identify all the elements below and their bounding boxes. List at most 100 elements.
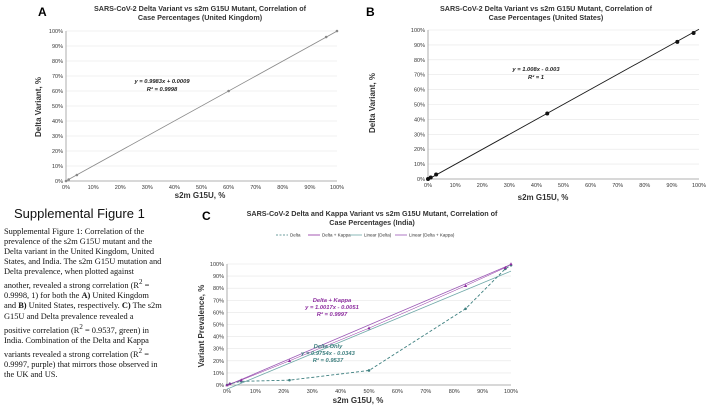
x-tick-label: 100% — [692, 183, 706, 189]
y-axis-label: Variant Prevalence, % — [197, 285, 206, 368]
y-tick-label: 40% — [213, 335, 224, 341]
trendline-delta — [226, 270, 512, 390]
trendline — [427, 28, 700, 180]
legend: Delta Delta + Kappa Linear (Delta) Linea… — [276, 233, 455, 238]
y-tick-label: 20% — [414, 147, 425, 153]
data-point — [545, 111, 550, 116]
x-tick-label: 60% — [223, 185, 234, 191]
annotation-delta-kappa-equation: y = 1.0017x - 0.0051 — [304, 305, 359, 311]
annotation-delta-kappa-r2: R² = 0.9997 — [317, 311, 348, 318]
x-tick-label: 70% — [420, 389, 431, 395]
chart-title-line2: Case Percentages (United Kingdom) — [138, 13, 263, 22]
x-tick-label: 60% — [585, 183, 596, 189]
y-tick-label: 60% — [52, 89, 63, 95]
y-tick-label: 40% — [52, 119, 63, 125]
x-axis-label: s2m G15U, % — [518, 193, 569, 202]
y-tick-label: 30% — [414, 132, 425, 138]
x-tick-label: 0% — [223, 389, 231, 395]
x-tick-label: 50% — [363, 389, 374, 395]
x-tick-label: 70% — [250, 185, 261, 191]
y-tick-label: 80% — [213, 286, 224, 292]
x-tick-label: 70% — [612, 183, 623, 189]
data-point — [67, 178, 71, 181]
supplemental-caption: Supplemental Figure 1: Correlation of th… — [4, 227, 162, 380]
y-tick-label: 50% — [52, 104, 63, 110]
data-point — [335, 29, 339, 33]
chart-title-line1: SARS-CoV-2 Delta and Kappa Variant vs s2… — [247, 209, 498, 218]
x-tick-label: 80% — [639, 183, 650, 189]
x-tick-label: 0% — [424, 183, 432, 189]
x-tick-label: 20% — [278, 389, 289, 395]
x-tick-label: 20% — [477, 183, 488, 189]
x-tick-label: 10% — [250, 389, 261, 395]
caption-text: = 0.9997, purple) that mirrors those obs… — [4, 349, 158, 379]
chart-uk: A SARS-CoV-2 Delta Variant vs s2m G15U M… — [34, 4, 344, 200]
x-tick-label: 10% — [450, 183, 461, 189]
x-tick-label: 100% — [504, 389, 518, 395]
y-tick-label: 100% — [411, 28, 425, 34]
x-axis-label: s2m G15U, % — [175, 191, 226, 200]
y-tick-label: 50% — [414, 103, 425, 109]
chart-india: C SARS-CoV-2 Delta and Kappa Variant vs … — [197, 209, 518, 405]
data-point — [75, 173, 79, 177]
y-tick-label: 70% — [213, 298, 224, 304]
y-tick-label: 60% — [414, 88, 425, 94]
x-tick-label: 50% — [558, 183, 569, 189]
y-axis-label: Delta Variant, % — [368, 73, 377, 133]
panel-letter-b: B — [366, 5, 375, 19]
x-tick-label: 80% — [277, 185, 288, 191]
legend-linear-delta: Linear (Delta) — [364, 233, 392, 238]
x-tick-label: 40% — [531, 183, 542, 189]
trendline — [65, 30, 338, 182]
y-tick-label: 90% — [52, 44, 63, 50]
y-tick-label: 20% — [213, 359, 224, 365]
data-point-delta-kappa — [225, 383, 229, 387]
caption-superscript: 2 — [79, 322, 83, 331]
data-point-delta — [464, 307, 467, 311]
y-tick-label: 10% — [52, 164, 63, 170]
data-point — [434, 172, 439, 177]
annotation-delta-title: Delta Only — [314, 344, 343, 350]
y-tick-label: 90% — [213, 274, 224, 280]
x-tick-label: 50% — [196, 185, 207, 191]
chart-title-line1: SARS-CoV-2 Delta Variant vs s2m G15U Mut… — [94, 4, 307, 13]
x-tick-label: 80% — [449, 389, 460, 395]
data-point — [324, 35, 328, 39]
data-point — [691, 30, 696, 35]
annotation-delta-kappa-title: Delta + Kappa — [313, 298, 352, 304]
annotation-delta-equation: y = 0.9754x - 0.0343 — [300, 351, 355, 357]
y-tick-label: 20% — [52, 149, 63, 155]
chart-title-line2: Case Percentages (India) — [329, 218, 415, 227]
x-tick-label: 30% — [142, 185, 153, 191]
data-point — [428, 175, 433, 180]
x-tick-label: 30% — [307, 389, 318, 395]
x-tick-label: 60% — [392, 389, 403, 395]
y-tick-label: 0% — [216, 383, 224, 389]
y-axis-label: Delta Variant, % — [34, 77, 43, 137]
y-tick-label: 100% — [49, 29, 63, 35]
data-point-delta-kappa — [367, 326, 371, 330]
caption-superscript: 2 — [139, 278, 143, 287]
trendline-r2: R² = 1 — [528, 74, 544, 81]
x-tick-label: 40% — [335, 389, 346, 395]
y-tick-label: 0% — [55, 179, 63, 185]
data-point-delta-kappa — [239, 378, 243, 382]
data-point — [675, 39, 680, 44]
chart-title-line1: SARS-CoV-2 Delta Variant vs s2m G15U Mut… — [440, 4, 653, 13]
data-point-delta-kappa — [287, 359, 292, 362]
y-tick-label: 80% — [414, 58, 425, 64]
caption-text: = 0.9537, green) in India. Combination o… — [4, 325, 149, 359]
legend-delta-kappa: Delta + Kappa — [322, 233, 351, 238]
caption-panel-ref-c: C) — [121, 301, 131, 311]
panel-letter-c: C — [202, 209, 211, 223]
y-tick-label: 10% — [414, 162, 425, 168]
legend-linear-delta-kappa: Linear (Delta + Kappa) — [409, 233, 455, 238]
y-tick-label: 10% — [213, 371, 224, 377]
y-tick-label: 90% — [414, 43, 425, 49]
data-point-delta-kappa — [463, 283, 468, 287]
y-tick-label: 80% — [52, 59, 63, 65]
caption-text: The s2m G15U and Delta prevalence reveal… — [4, 301, 162, 335]
y-tick-label: 70% — [414, 73, 425, 79]
series-line-delta-kappa — [226, 263, 512, 386]
data-point-delta-kappa — [503, 265, 507, 269]
